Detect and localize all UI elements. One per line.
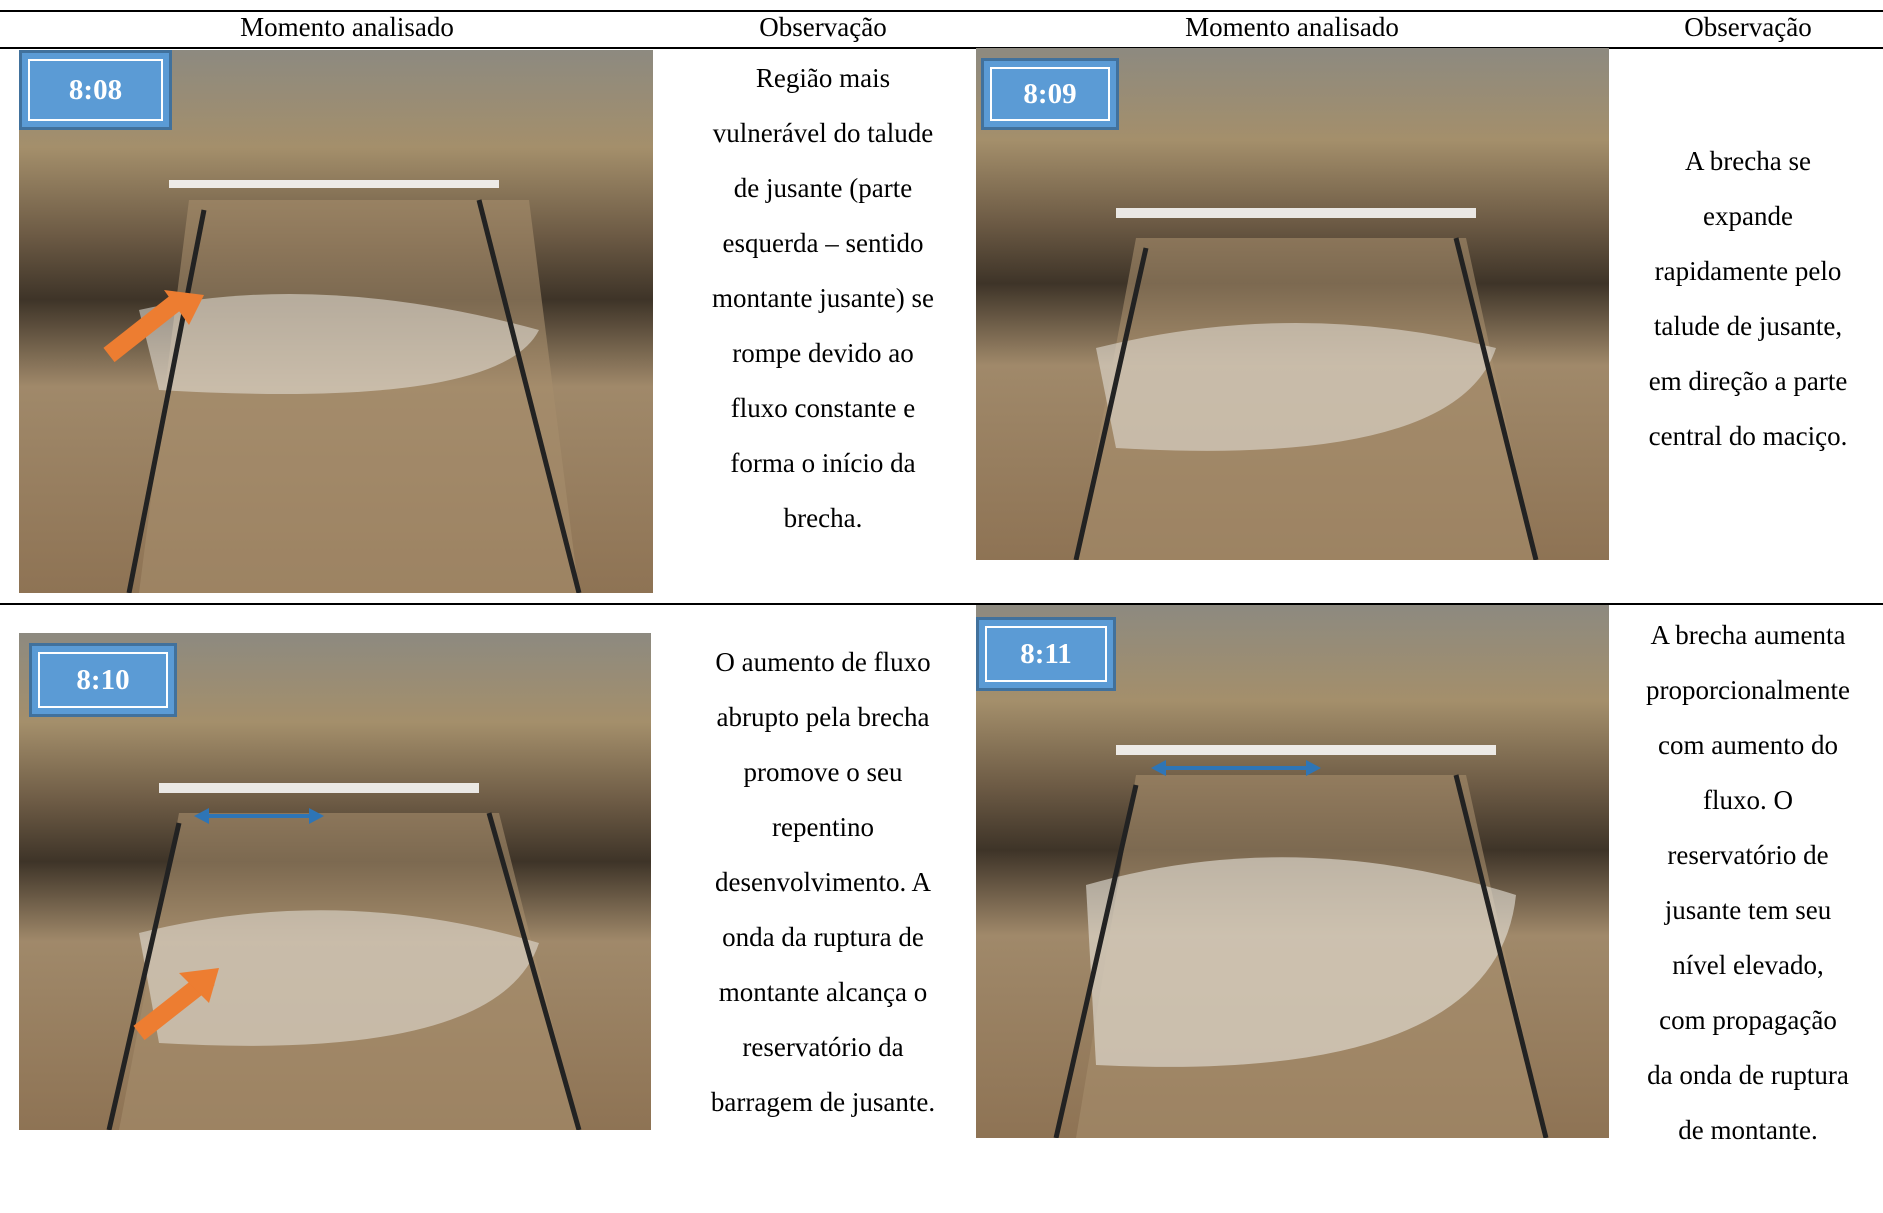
observation-line: talude de jusante,	[1653, 311, 1843, 341]
time-label: 8:10	[38, 652, 168, 708]
observation-line: barragem de jusante.	[710, 1087, 936, 1117]
observation-line: fluxo constante e	[730, 393, 916, 423]
observation-line: forma o início da	[730, 448, 916, 478]
observation-line: repentino	[772, 812, 874, 842]
observation-line: reservatório da	[742, 1032, 904, 1062]
time-label: 8:09	[990, 67, 1110, 121]
observation-line: Região mais	[755, 63, 891, 93]
header-rule	[0, 47, 1883, 49]
observation-line: brecha.	[783, 503, 863, 533]
time-label-box: 8:11	[976, 617, 1116, 691]
observation-line: rapidamente pelo	[1654, 256, 1842, 286]
time-label-box: 8:08	[19, 50, 172, 130]
column-header: Momento analisado	[1185, 12, 1399, 42]
photo: 8:11	[976, 605, 1609, 1138]
photo: 8:09	[976, 48, 1609, 560]
observation-line: A brecha aumenta	[1650, 620, 1846, 650]
time-label: 8:08	[28, 59, 163, 121]
observation-line: rompe devido ao	[732, 338, 914, 368]
observation: A brecha se expande rapidamente pelo talude…	[1608, 134, 1883, 464]
observation-line: abrupto pela brecha	[716, 702, 930, 732]
observation-line: montante jusante) se	[712, 283, 934, 313]
observation-line: esquerda – sentido	[722, 228, 924, 258]
observation-line: A brecha se	[1685, 146, 1811, 176]
observation-line: expande	[1703, 201, 1793, 231]
observation-line: onda da ruptura de	[722, 922, 924, 952]
observation-line: com propagação	[1659, 1005, 1837, 1035]
time-label-box: 8:09	[981, 58, 1119, 130]
time-label-box: 8:10	[29, 643, 177, 717]
observation-line: fluxo. O	[1703, 785, 1793, 815]
observation-line: promove o seu	[743, 757, 903, 787]
observation-line: central do maciço.	[1648, 421, 1848, 451]
photo: 8:10	[19, 633, 651, 1130]
observation: O aumento de fluxo abrupto pela brecha pro…	[683, 635, 963, 1130]
observation-line: desenvolvimento. A	[715, 867, 931, 897]
column-header: Observação	[759, 12, 887, 42]
top-rule	[0, 10, 1883, 12]
observation: Região mais vulnerável do talude de jusant…	[683, 51, 963, 546]
observation-line: vulnerável do talude	[712, 118, 934, 148]
column-header: Momento analisado	[240, 12, 454, 42]
observation-line: reservatório de	[1667, 840, 1829, 870]
observation-line: com aumento do	[1658, 730, 1838, 760]
observation-line: jusante tem seu	[1664, 895, 1832, 925]
observation-line: O aumento de fluxo	[715, 647, 931, 677]
observation-line: da onda de ruptura	[1647, 1060, 1849, 1090]
time-label: 8:11	[985, 626, 1107, 682]
column-header: Observação	[1684, 12, 1812, 42]
observation-line: de jusante (parte	[733, 173, 913, 203]
row-rule	[0, 603, 1883, 605]
observation: A brecha aumenta proporcionalmente com aum…	[1608, 608, 1883, 1158]
observation-line: nível elevado,	[1672, 950, 1824, 980]
observation-line: de montante.	[1678, 1115, 1818, 1145]
observation-line: em direção a parte	[1648, 366, 1848, 396]
observation-line: montante alcança o	[718, 977, 928, 1007]
photo: 8:08	[19, 50, 653, 593]
observation-line: proporcionalmente	[1646, 675, 1850, 705]
